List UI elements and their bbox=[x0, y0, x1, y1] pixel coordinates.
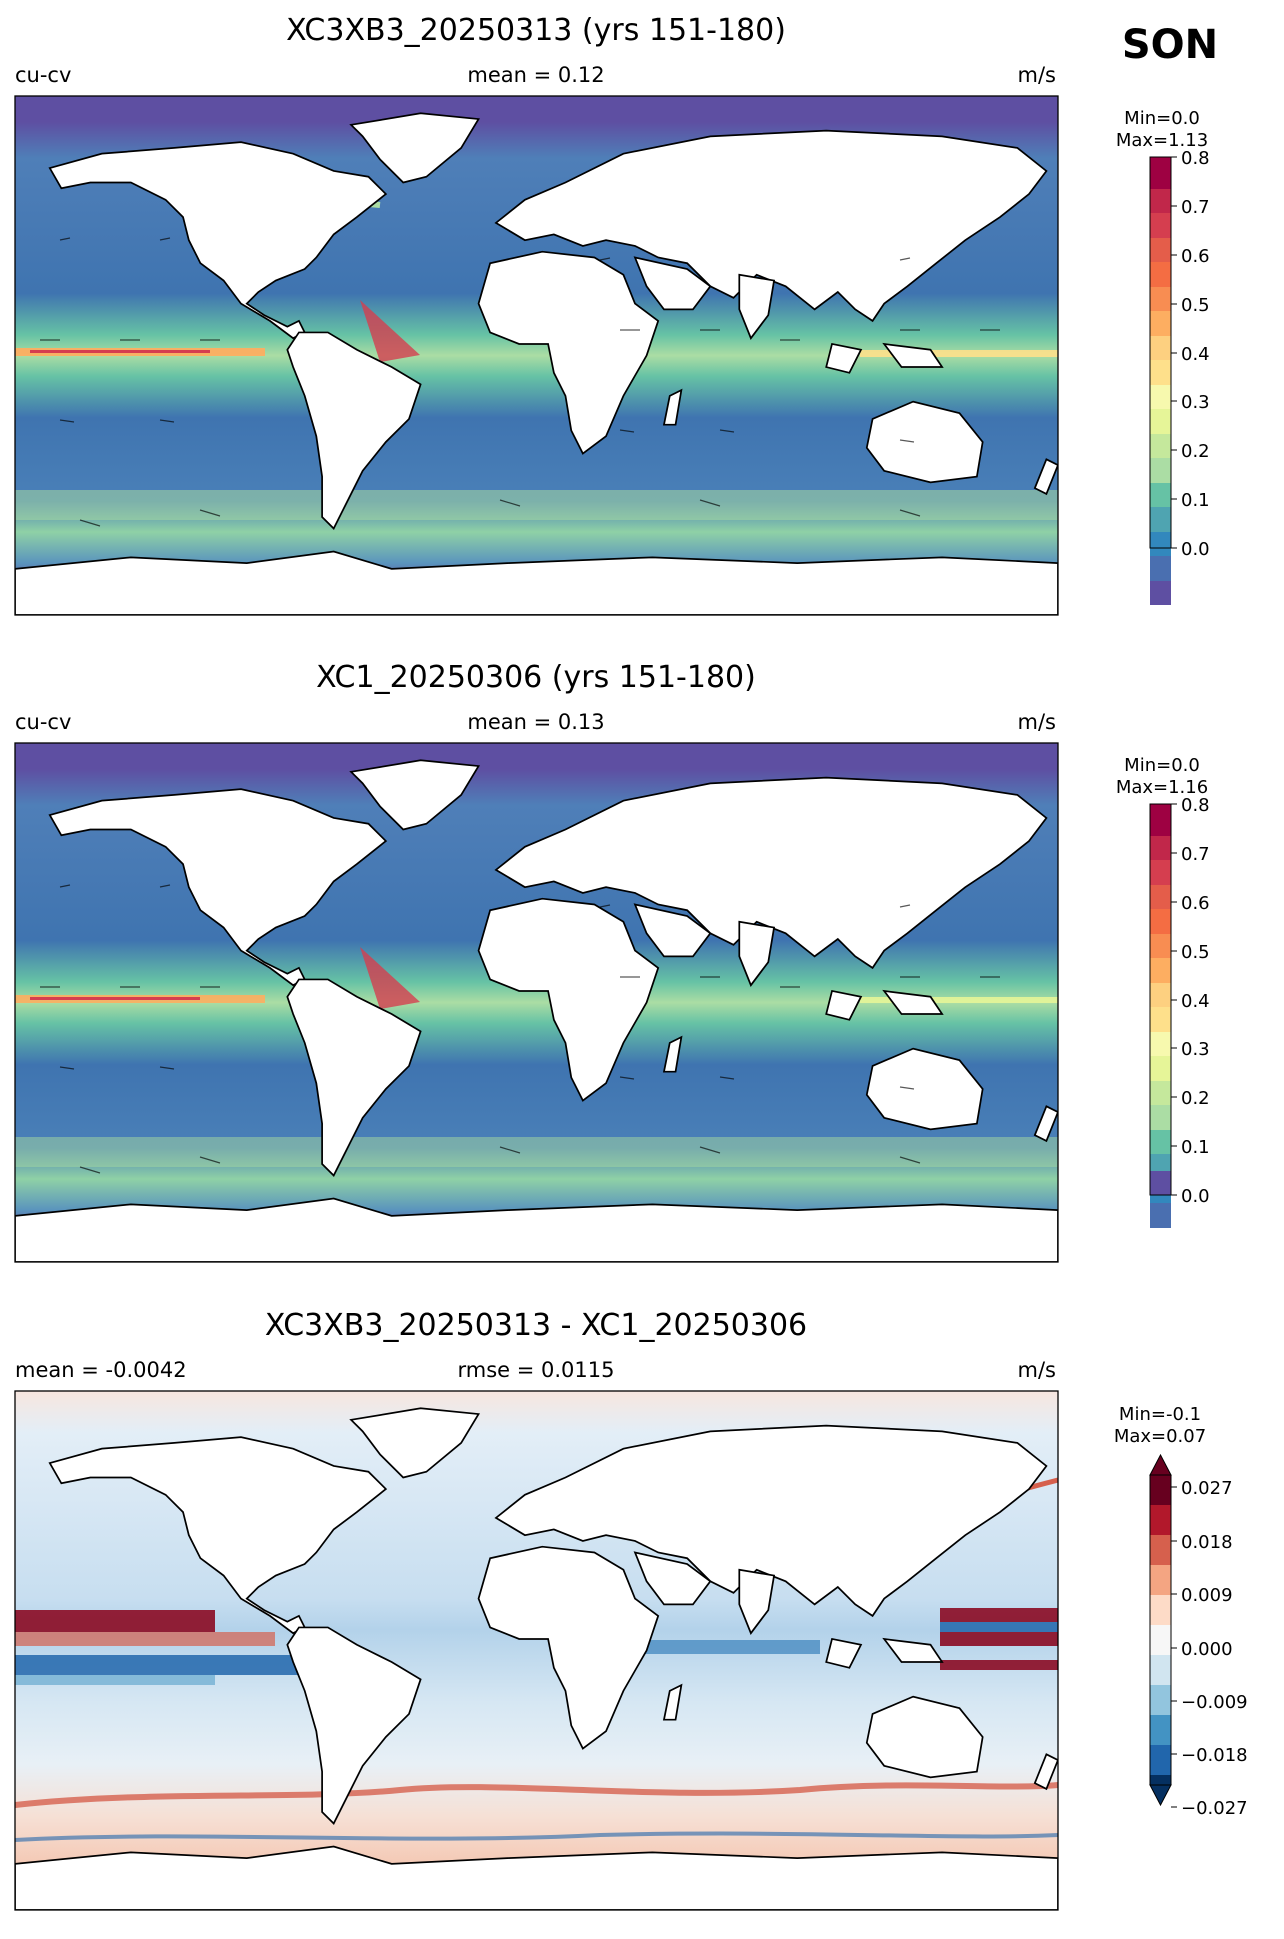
panel-3-equatorial-red-band bbox=[15, 1610, 215, 1632]
panel-2-left-label: cu-cv bbox=[15, 710, 71, 734]
season-label: SON bbox=[1122, 22, 1218, 68]
panel-1-tick-6: 0.2 bbox=[1181, 441, 1210, 462]
panel-3-rmse-label: rmse = 0.0115 bbox=[457, 1358, 614, 1382]
panel-1: XC3XB3_20250313 (yrs 151-180) cu-cv mean… bbox=[14, 13, 1210, 616]
panel-2-min: Min=0.0 bbox=[1124, 755, 1200, 776]
panel-1-units-label: m/s bbox=[1018, 63, 1056, 87]
panel-3-tick-6: −0.027 bbox=[1181, 1798, 1248, 1819]
panel-1-tick-4: 0.4 bbox=[1181, 344, 1210, 365]
panel-3-tick-2: 0.009 bbox=[1181, 1585, 1233, 1606]
panel-1-tick-3: 0.5 bbox=[1181, 295, 1210, 316]
panel-2-units-label: m/s bbox=[1018, 710, 1056, 734]
panel-2-tick-0: 0.8 bbox=[1181, 795, 1210, 816]
panel-1-tick-8: 0.0 bbox=[1181, 539, 1210, 560]
panel-2-tick-2: 0.6 bbox=[1181, 893, 1210, 914]
panel-1-title: XC3XB3_20250313 (yrs 151-180) bbox=[286, 13, 786, 48]
panel-2-tick-4: 0.4 bbox=[1181, 991, 1210, 1012]
panel-3: XC3XB3_20250313 - XC1_20250306 mean = -0… bbox=[14, 1308, 1248, 1911]
panel-3-units-label: m/s bbox=[1018, 1358, 1056, 1382]
panel-2-tick-7: 0.1 bbox=[1181, 1137, 1210, 1158]
panel-3-colorbar: 0.027 0.018 0.009 0.000 −0.009 −0.018 −0… bbox=[1149, 1453, 1248, 1819]
panel-1-tick-5: 0.3 bbox=[1181, 392, 1210, 413]
panel-3-tick-0: 0.027 bbox=[1181, 1478, 1233, 1499]
panel-3-title: XC3XB3_20250313 - XC1_20250306 bbox=[265, 1308, 807, 1343]
panel-2-acc-band bbox=[15, 1137, 1058, 1167]
panel-3-map-frame bbox=[14, 1390, 1059, 1911]
panel-1-max: Max=1.13 bbox=[1116, 130, 1208, 151]
panel-2-title: XC1_20250306 (yrs 151-180) bbox=[316, 660, 756, 695]
panel-2-quiver-arrows bbox=[40, 884, 1000, 1174]
panel-3-mean-label: mean = -0.0042 bbox=[15, 1358, 187, 1382]
panel-1-tick-1: 0.7 bbox=[1181, 197, 1210, 218]
panel-1-min: Min=0.0 bbox=[1124, 108, 1200, 129]
panel-2-tick-1: 0.7 bbox=[1181, 844, 1210, 865]
panel-3-tick-3: 0.000 bbox=[1181, 1639, 1233, 1660]
panel-1-tick-0: 0.8 bbox=[1181, 148, 1210, 169]
panel-2-tick-5: 0.3 bbox=[1181, 1039, 1210, 1060]
panel-2-max: Max=1.16 bbox=[1116, 777, 1208, 798]
panel-1-tick-7: 0.1 bbox=[1181, 490, 1210, 511]
panel-2: XC1_20250306 (yrs 151-180) cu-cv mean = … bbox=[14, 660, 1210, 1263]
panel-1-mean-label: mean = 0.12 bbox=[467, 63, 604, 87]
panel-2-colorbar: 0.8 0.7 0.6 0.5 0.4 0.3 0.2 0.1 0.0 bbox=[1149, 795, 1210, 1228]
panel-1-acc-band bbox=[15, 490, 1058, 520]
panel-2-mean-label: mean = 0.13 bbox=[467, 710, 604, 734]
panel-3-min: Min=-0.1 bbox=[1119, 1404, 1201, 1425]
panel-1-quiver-arrows bbox=[40, 237, 1000, 527]
panel-2-tick-6: 0.2 bbox=[1181, 1088, 1210, 1109]
panel-2-tick-8: 0.0 bbox=[1181, 1186, 1210, 1207]
panel-3-tick-4: −0.009 bbox=[1181, 1692, 1248, 1713]
panel-1-tick-2: 0.6 bbox=[1181, 246, 1210, 267]
panel-3-tick-1: 0.018 bbox=[1181, 1532, 1233, 1553]
panel-3-tick-5: −0.018 bbox=[1181, 1745, 1248, 1766]
panel-1-colorbar: 0.8 0.7 0.6 0.5 0.4 0.3 0.2 0.1 0.0 bbox=[1149, 148, 1210, 605]
panel-2-tick-3: 0.5 bbox=[1181, 942, 1210, 963]
panel-3-max: Max=0.07 bbox=[1114, 1426, 1206, 1447]
panel-2-map-frame bbox=[14, 742, 1059, 1263]
panel-3-equatorial-blue-band bbox=[15, 1655, 335, 1675]
panel-1-map-frame bbox=[14, 95, 1059, 616]
panel-1-left-label: cu-cv bbox=[15, 63, 71, 87]
